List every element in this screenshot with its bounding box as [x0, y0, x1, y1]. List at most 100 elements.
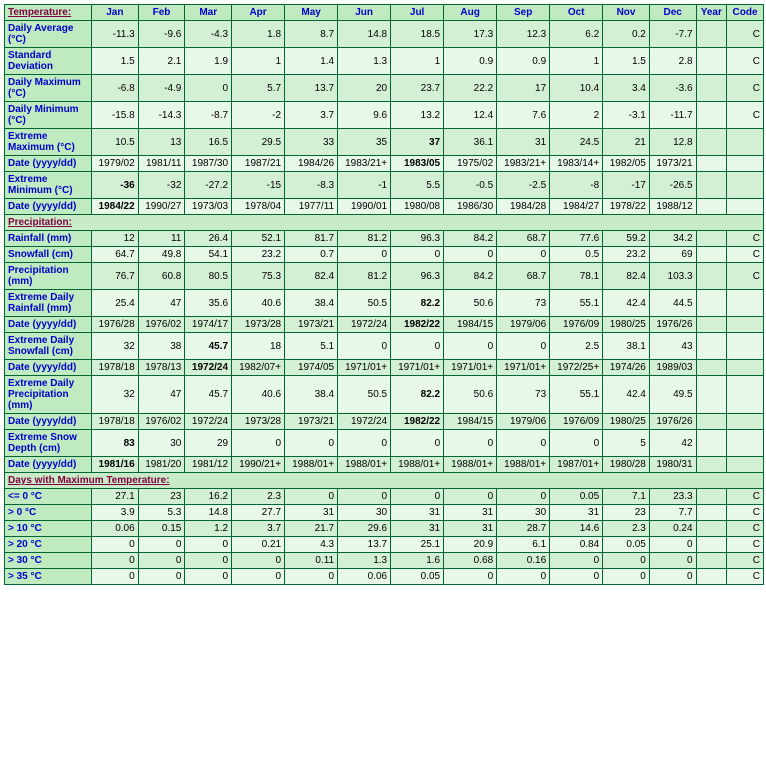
data-cell: 17.3 [444, 21, 496, 47]
data-cell: -14.3 [139, 102, 185, 128]
data-cell: 1971/01+ [391, 360, 443, 375]
data-cell: 0.24 [650, 521, 696, 536]
row-label: Date (yyyy/dd) [5, 414, 91, 429]
data-cell: 7.6 [497, 102, 549, 128]
data-cell: 23.2 [603, 247, 649, 262]
data-cell: 84.2 [444, 263, 496, 289]
data-cell: 1982/07+ [232, 360, 284, 375]
data-cell: 0 [650, 553, 696, 568]
data-cell: -3.1 [603, 102, 649, 128]
data-cell: 0 [139, 569, 185, 584]
data-cell [697, 505, 726, 520]
data-cell: 9.6 [338, 102, 390, 128]
data-cell: 1.2 [185, 521, 231, 536]
data-cell: 35 [338, 129, 390, 155]
data-cell: 55.1 [550, 290, 602, 316]
data-cell: 27.7 [232, 505, 284, 520]
data-cell: 81.7 [285, 231, 337, 246]
data-cell [697, 376, 726, 413]
data-cell: 22.2 [444, 75, 496, 101]
data-cell: 7.1 [603, 489, 649, 504]
data-cell: 1988/01+ [391, 457, 443, 472]
data-cell: 23.2 [232, 247, 284, 262]
row-label: <= 0 °C [5, 489, 91, 504]
col-header: Apr [232, 5, 284, 20]
data-cell: 49.8 [139, 247, 185, 262]
data-cell: 1983/14+ [550, 156, 602, 171]
data-cell: 96.3 [391, 231, 443, 246]
data-cell: 38.1 [603, 333, 649, 359]
data-cell: 0 [603, 569, 649, 584]
data-cell: 1971/01+ [338, 360, 390, 375]
data-cell: 47 [139, 376, 185, 413]
data-cell: 1990/21+ [232, 457, 284, 472]
data-cell: 0 [232, 553, 284, 568]
data-cell: 0 [232, 569, 284, 584]
data-cell [697, 48, 726, 74]
data-cell: 0 [92, 569, 138, 584]
data-cell [727, 199, 763, 214]
data-cell: 1980/25 [603, 317, 649, 332]
data-cell: 73 [497, 376, 549, 413]
data-cell: 31 [497, 129, 549, 155]
data-cell: 6.2 [550, 21, 602, 47]
data-cell: 3.4 [603, 75, 649, 101]
data-cell [697, 231, 726, 246]
data-cell: 1980/31 [650, 457, 696, 472]
data-cell: -11.7 [650, 102, 696, 128]
data-cell: 1.4 [285, 48, 337, 74]
data-cell: 1981/16 [92, 457, 138, 472]
data-cell [727, 360, 763, 375]
row-label: > 35 °C [5, 569, 91, 584]
data-cell: C [727, 21, 763, 47]
data-cell: 1986/30 [444, 199, 496, 214]
data-cell: C [727, 505, 763, 520]
data-cell: 2.3 [603, 521, 649, 536]
data-cell: 0.68 [444, 553, 496, 568]
data-cell: 1988/01+ [338, 457, 390, 472]
data-cell: 1984/15 [444, 414, 496, 429]
data-cell: -1 [338, 172, 390, 198]
data-cell: 0 [444, 333, 496, 359]
data-cell: 0 [497, 333, 549, 359]
data-cell: 1980/25 [603, 414, 649, 429]
data-cell: 10.5 [92, 129, 138, 155]
data-cell: -26.5 [650, 172, 696, 198]
data-cell: 1.3 [338, 48, 390, 74]
data-cell: 14.8 [338, 21, 390, 47]
data-cell: 1988/01+ [497, 457, 549, 472]
data-cell [727, 376, 763, 413]
data-cell: 43 [650, 333, 696, 359]
data-cell: 3.9 [92, 505, 138, 520]
data-cell: 0 [139, 537, 185, 552]
data-cell [697, 537, 726, 552]
data-cell: 21 [603, 129, 649, 155]
data-cell: 1973/21 [285, 317, 337, 332]
data-cell: 1978/18 [92, 360, 138, 375]
row-label: > 10 °C [5, 521, 91, 536]
row-label: Rainfall (mm) [5, 231, 91, 246]
col-header: Mar [185, 5, 231, 20]
data-cell: 14.8 [185, 505, 231, 520]
data-cell: -4.3 [185, 21, 231, 47]
data-cell: 1976/02 [139, 317, 185, 332]
data-cell: 1984/26 [285, 156, 337, 171]
data-cell: 44.5 [650, 290, 696, 316]
data-cell: 13 [139, 129, 185, 155]
data-cell: 1988/12 [650, 199, 696, 214]
data-cell: 0 [338, 333, 390, 359]
data-cell: 1972/24 [185, 414, 231, 429]
row-label: Date (yyyy/dd) [5, 156, 91, 171]
data-cell: 1973/03 [185, 199, 231, 214]
data-cell: 31 [391, 521, 443, 536]
data-cell: 1973/21 [285, 414, 337, 429]
data-cell: 1973/28 [232, 414, 284, 429]
data-cell [727, 129, 763, 155]
data-cell: 23 [139, 489, 185, 504]
data-cell: 78.1 [550, 263, 602, 289]
data-cell: C [727, 75, 763, 101]
data-cell: 1971/01+ [444, 360, 496, 375]
data-cell: 2 [550, 102, 602, 128]
data-cell [697, 263, 726, 289]
data-cell: 27.1 [92, 489, 138, 504]
